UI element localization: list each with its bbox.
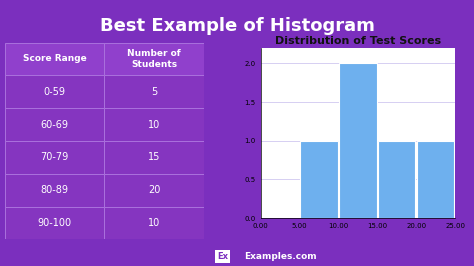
FancyBboxPatch shape (5, 207, 104, 239)
Text: 10: 10 (148, 120, 160, 130)
Title: Distribution of Test Scores: Distribution of Test Scores (275, 36, 441, 46)
FancyBboxPatch shape (5, 75, 104, 108)
FancyBboxPatch shape (104, 207, 204, 239)
Bar (417, 141, 454, 218)
Text: 5: 5 (151, 87, 157, 97)
Text: 10: 10 (148, 218, 160, 228)
Text: Examples.com: Examples.com (244, 252, 317, 261)
Y-axis label: Number of Students: Number of Students (236, 93, 242, 173)
FancyBboxPatch shape (5, 174, 104, 207)
Text: 20: 20 (148, 185, 160, 195)
Bar (301, 141, 337, 218)
Text: Best Example of Histogram: Best Example of Histogram (100, 17, 374, 35)
FancyBboxPatch shape (104, 174, 204, 207)
Text: Ex: Ex (217, 252, 228, 261)
FancyBboxPatch shape (5, 43, 104, 75)
Bar (378, 141, 415, 218)
FancyBboxPatch shape (104, 75, 204, 108)
X-axis label: Score Range: Score Range (331, 232, 385, 241)
FancyBboxPatch shape (5, 141, 104, 174)
Text: Score Range: Score Range (23, 55, 86, 64)
Text: 70-79: 70-79 (40, 152, 69, 162)
Text: 90-100: 90-100 (37, 218, 72, 228)
Text: 60-69: 60-69 (40, 120, 69, 130)
FancyBboxPatch shape (104, 108, 204, 141)
Bar (339, 63, 376, 218)
FancyBboxPatch shape (5, 108, 104, 141)
Text: Number of
Students: Number of Students (127, 49, 181, 69)
Text: 15: 15 (148, 152, 160, 162)
FancyBboxPatch shape (104, 43, 204, 75)
FancyBboxPatch shape (104, 141, 204, 174)
Text: 80-89: 80-89 (40, 185, 69, 195)
Text: 0-59: 0-59 (44, 87, 65, 97)
